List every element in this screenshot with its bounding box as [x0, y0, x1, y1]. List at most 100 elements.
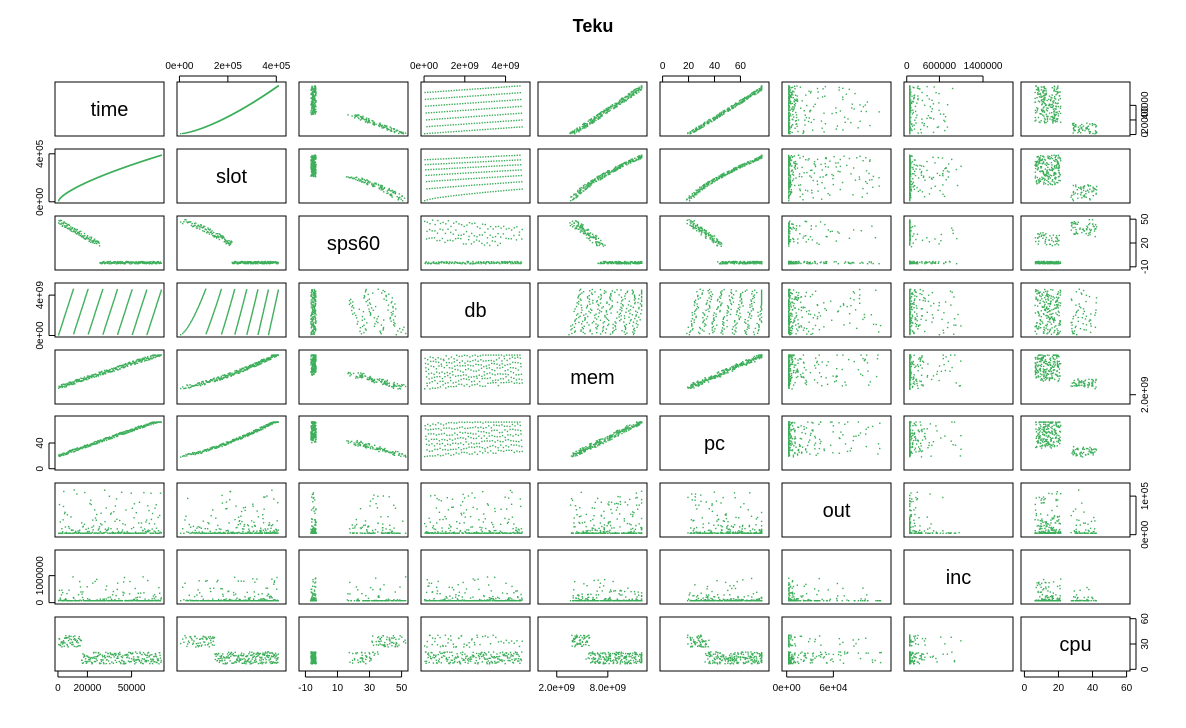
data-point [314, 90, 316, 92]
data-point [807, 120, 810, 123]
data-point [795, 111, 797, 114]
data-point [60, 223, 62, 225]
data-point [789, 179, 791, 181]
data-point [509, 159, 511, 162]
data-point [1042, 89, 1044, 92]
data-point [437, 97, 440, 100]
data-point [1038, 181, 1040, 183]
data-point [575, 197, 577, 199]
data-point [182, 222, 184, 225]
data-point [73, 229, 75, 231]
data-point [755, 158, 758, 160]
data-point [310, 102, 313, 105]
data-point [1047, 157, 1049, 159]
data-point [839, 188, 841, 191]
data-point [910, 101, 913, 103]
data-point [505, 120, 507, 122]
data-point [634, 91, 637, 93]
data-point [513, 154, 516, 157]
data-point [576, 196, 578, 199]
data-point [373, 184, 375, 186]
data-point [460, 194, 463, 196]
data-point [1093, 187, 1096, 190]
data-point [699, 188, 701, 190]
data-point [390, 193, 392, 195]
data-point [466, 224, 468, 226]
data-point [805, 116, 808, 119]
data-point [439, 131, 442, 134]
data-point [715, 177, 717, 179]
data-point [450, 262, 453, 264]
panel-sps60-vs-slot [176, 215, 287, 271]
data-point [454, 103, 456, 105]
data-point [803, 172, 805, 174]
data-point [1087, 125, 1090, 127]
data-point [368, 119, 370, 121]
data-point [450, 231, 452, 234]
data-point [832, 178, 834, 180]
data-point [510, 120, 512, 122]
data-point [1036, 183, 1038, 185]
data-point [431, 180, 433, 182]
data-point [817, 91, 819, 93]
data-point [1081, 129, 1084, 131]
data-point [693, 191, 695, 194]
data-point [716, 178, 718, 180]
data-point [521, 188, 523, 190]
data-point [1041, 176, 1043, 178]
data-point [442, 186, 444, 189]
data-point [1073, 130, 1075, 132]
data-point [315, 91, 317, 93]
data-point [853, 108, 855, 110]
data-point [313, 165, 316, 168]
data-point [592, 181, 594, 183]
data-point [146, 262, 148, 264]
data-point [474, 161, 477, 163]
data-point [315, 165, 317, 167]
data-point [379, 123, 381, 126]
data-point [1052, 168, 1055, 170]
data-point [1073, 193, 1075, 196]
data-point [490, 94, 492, 96]
data-point [466, 260, 468, 263]
data-point [1095, 125, 1098, 127]
data-point [755, 93, 757, 95]
data-point [713, 118, 716, 120]
data-point [913, 124, 915, 126]
data-point [917, 85, 919, 88]
data-point [1042, 90, 1044, 93]
data-point [492, 183, 494, 185]
data-point [452, 240, 454, 242]
data-point [843, 116, 846, 118]
data-point [482, 223, 484, 225]
data-point [926, 160, 928, 163]
data-point [468, 178, 470, 180]
data-point [1047, 115, 1049, 117]
data-point [451, 173, 454, 175]
data-point [794, 164, 797, 166]
data-point [504, 164, 506, 167]
data-point [452, 233, 454, 235]
data-point [619, 167, 621, 169]
data-point [397, 199, 399, 201]
data-point [311, 110, 313, 112]
data-point [363, 179, 365, 181]
data-point [718, 175, 720, 177]
data-point [1045, 88, 1047, 90]
data-point [497, 244, 499, 247]
data-point [470, 109, 472, 111]
data-point [1041, 170, 1044, 172]
data-point [457, 234, 460, 236]
data-point [583, 125, 585, 127]
data-point [1056, 181, 1058, 184]
data-point [506, 262, 509, 265]
data-point [793, 155, 796, 157]
data-point [223, 237, 225, 239]
data-point [1041, 178, 1043, 181]
data-point [314, 172, 316, 175]
data-point [92, 240, 95, 242]
data-point [250, 261, 252, 263]
data-point [515, 169, 517, 171]
data-point [93, 242, 96, 244]
